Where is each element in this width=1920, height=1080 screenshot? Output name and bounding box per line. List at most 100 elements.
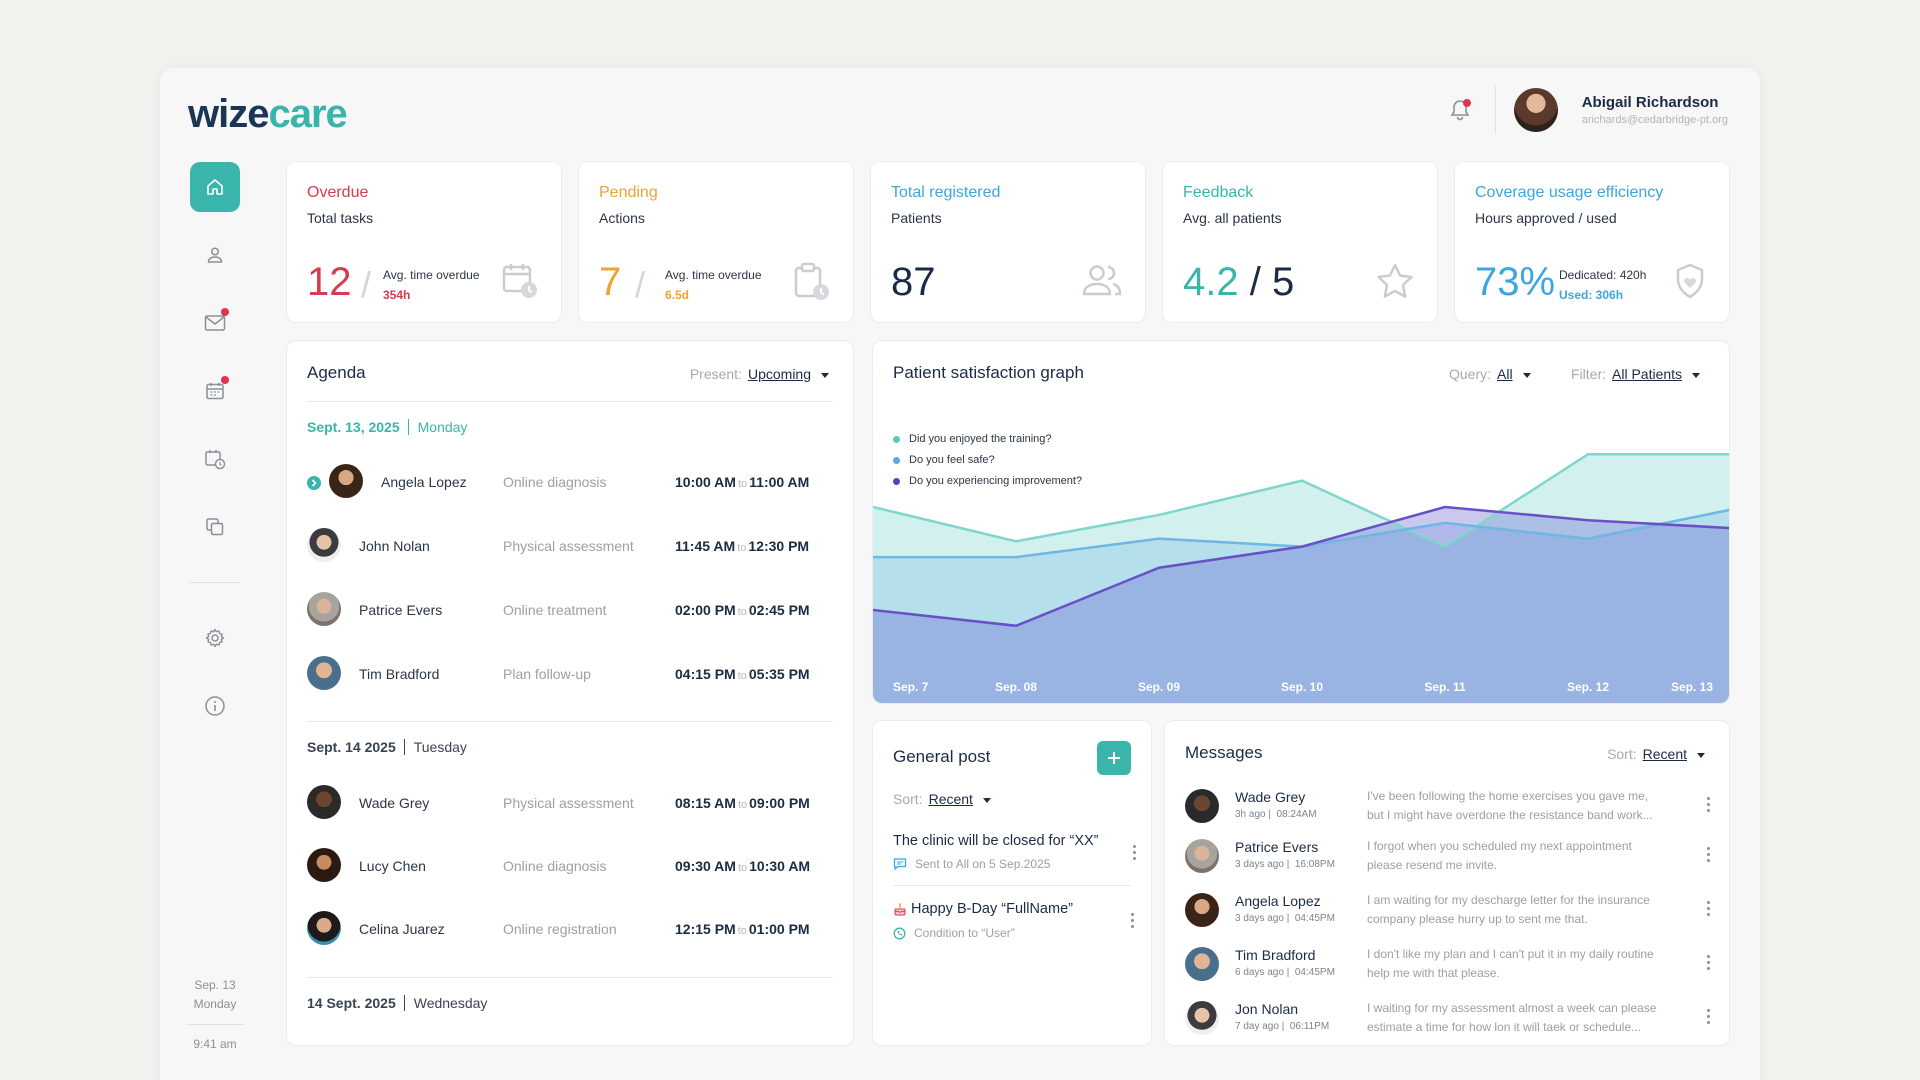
stat-value: 73% xyxy=(1475,260,1556,304)
appointment-time: 11:45 AM to 12:30 PM xyxy=(675,538,810,554)
message-row[interactable]: Wade Grey 3h ago | 08:24AM I've been fol… xyxy=(1185,787,1719,827)
chart-line-series-1[interactable] xyxy=(873,452,1730,549)
post-title[interactable]: Happy B-Day “FullName” xyxy=(893,901,1073,917)
message-row[interactable]: Angela Lopez 3 days ago | 04:45PM I am w… xyxy=(1185,891,1719,931)
sidebar-item-calendar[interactable] xyxy=(190,366,240,416)
x-tick-label: Sep. 12 xyxy=(1567,680,1609,694)
avatar xyxy=(1185,947,1219,981)
stat-subtitle: Actions xyxy=(599,210,645,226)
post-menu-button[interactable] xyxy=(1131,913,1135,929)
info-icon xyxy=(205,696,225,716)
shield-heart-icon xyxy=(1673,262,1707,305)
sidebar-item-mail[interactable] xyxy=(190,298,240,348)
appointment-type: Physical assessment xyxy=(503,795,634,811)
star-icon xyxy=(1375,262,1415,305)
message-menu-button[interactable] xyxy=(1707,847,1711,863)
sidebar-item-documents[interactable] xyxy=(190,502,240,552)
message-row[interactable]: Jon Nolan 7 day ago | 06:11PM I waiting … xyxy=(1185,999,1719,1039)
add-post-button[interactable] xyxy=(1097,741,1131,775)
patient-name: Tim Bradford xyxy=(359,666,440,682)
agenda-present-dropdown[interactable]: Present: Upcoming xyxy=(690,366,829,382)
post-menu-button[interactable] xyxy=(1133,845,1137,861)
stat-card-coverage[interactable]: Coverage usage efficiency Hours approved… xyxy=(1454,161,1730,323)
divider xyxy=(1494,86,1496,134)
topbar-user-area: Abigail Richardson arichards@cedarbridge… xyxy=(1443,86,1728,134)
chart-area-series-1 xyxy=(873,454,1729,703)
legend-item: Did you enjoyed the training? xyxy=(893,433,1082,445)
filter-dropdown[interactable]: Filter: All Patients xyxy=(1571,366,1701,382)
appointment-type: Online treatment xyxy=(503,602,607,618)
post-meta: Sent to All on 5 Sep.2025 xyxy=(893,857,1050,871)
satisfaction-area-chart: Sep. 7 Sep. 08 Sep. 09 Sep. 10 Sep. 11 Sep. 1… xyxy=(873,452,1730,703)
filter-label: Filter: xyxy=(1571,366,1606,382)
stat-title: Pending xyxy=(599,184,658,201)
clipboard-clock-icon xyxy=(793,262,831,307)
user-avatar[interactable] xyxy=(1513,88,1558,132)
app-window: wizecare Abigail Richardson arichards@ce… xyxy=(160,68,1760,1080)
message-time: 7 day ago | 06:11PM xyxy=(1235,1021,1330,1032)
message-menu-button[interactable] xyxy=(1707,1009,1711,1025)
wizecare-logo[interactable]: wizecare xyxy=(188,92,348,136)
feedback-score: 4.2 xyxy=(1183,260,1239,304)
patient-name: Celina Juarez xyxy=(359,921,445,937)
stat-card-feedback[interactable]: Feedback Avg. all patients 4.2 / 5 xyxy=(1162,161,1438,323)
divider xyxy=(307,401,833,402)
avatar xyxy=(307,528,341,562)
message-menu-button[interactable] xyxy=(1707,797,1711,813)
agenda-row[interactable]: Lucy Chen Online diagnosis 09:30 AM to 10:… xyxy=(307,848,833,884)
message-preview: I forgot when you scheduled my next appo… xyxy=(1367,839,1632,872)
home-icon xyxy=(207,179,223,195)
copy-icon xyxy=(206,518,224,536)
stat-value: 12 xyxy=(307,260,352,304)
user-info[interactable]: Abigail Richardson arichards@cedarbridge… xyxy=(1582,94,1728,126)
appointment-time: 12:15 PM to 01:00 PM xyxy=(675,921,810,937)
avatar xyxy=(307,848,341,882)
notification-dot xyxy=(1462,99,1471,107)
message-row[interactable]: Patrice Evers 3 days ago | 16:08PM I for… xyxy=(1185,837,1719,877)
post-sort-dropdown[interactable]: Sort: Recent xyxy=(893,791,991,807)
stat-card-overdue[interactable]: Overdue Total tasks 12 / Avg. time overd… xyxy=(286,161,562,323)
chart-line-series-3[interactable] xyxy=(873,505,1730,628)
sidebar-item-schedule[interactable] xyxy=(190,434,240,484)
message-time: 3 days ago | 04:45PM xyxy=(1235,913,1335,924)
sender-name: Jon Nolan xyxy=(1235,1001,1299,1017)
avatar xyxy=(1185,1001,1219,1035)
general-post-title: General post xyxy=(893,747,991,766)
query-dropdown[interactable]: Query: All xyxy=(1449,366,1531,382)
agenda-row[interactable]: Angela Lopez Online diagnosis 10:00 AM to… xyxy=(307,464,833,500)
stat-card-pending[interactable]: Pending Actions 7 / Avg. time overdue 6.… xyxy=(578,161,854,323)
post-title[interactable]: The clinic will be closed for “XX” xyxy=(893,833,1099,849)
sidebar-item-home[interactable] xyxy=(190,162,240,212)
stat-slash: / xyxy=(635,264,646,305)
stat-subtitle: Patients xyxy=(891,210,942,226)
sender-name: Tim Bradford xyxy=(1235,947,1316,963)
messages-sort-dropdown[interactable]: Sort: Recent xyxy=(1607,746,1705,762)
message-menu-button[interactable] xyxy=(1707,901,1711,917)
agenda-title: Agenda xyxy=(307,363,366,382)
stat-card-registered[interactable]: Total registered Patients 87 xyxy=(870,161,1146,323)
legend-dot xyxy=(893,456,900,464)
sidebar-item-info[interactable] xyxy=(190,681,240,731)
user-icon xyxy=(207,247,223,263)
message-row[interactable]: Tim Bradford 6 days ago | 04:45PM I don'… xyxy=(1185,945,1719,985)
sidebar-item-settings[interactable] xyxy=(190,613,240,663)
mail-icon xyxy=(204,315,226,331)
user-name: Abigail Richardson xyxy=(1581,94,1719,111)
avatar xyxy=(1185,893,1219,927)
divider xyxy=(893,885,1131,886)
stat-value: 4.2 / 5 xyxy=(1183,260,1294,304)
message-menu-button[interactable] xyxy=(1707,955,1711,971)
agenda-row[interactable]: Celina Juarez Online registration 12:15 … xyxy=(307,911,833,947)
agenda-row[interactable]: John Nolan Physical assessment 11:45 AM t… xyxy=(307,528,833,564)
agenda-row[interactable]: Wade Grey Physical assessment 08:15 AM to… xyxy=(307,785,833,821)
post-meta: Condition to “User” xyxy=(893,926,1015,940)
graph-title: Patient satisfaction graph xyxy=(893,363,1084,382)
legend-dot xyxy=(893,477,900,485)
agenda-row[interactable]: Patrice Evers Online treatment 02:00 PM t… xyxy=(307,592,833,628)
stat-title: Overdue xyxy=(307,184,369,201)
sidebar-item-profile[interactable] xyxy=(190,230,240,280)
agenda-row[interactable]: Tim Bradford Plan follow-up 04:15 PM to 05… xyxy=(307,656,833,692)
notifications-button[interactable] xyxy=(1443,93,1477,127)
stat-title: Total registered xyxy=(891,184,1001,201)
sender-name: Patrice Evers xyxy=(1235,839,1319,855)
